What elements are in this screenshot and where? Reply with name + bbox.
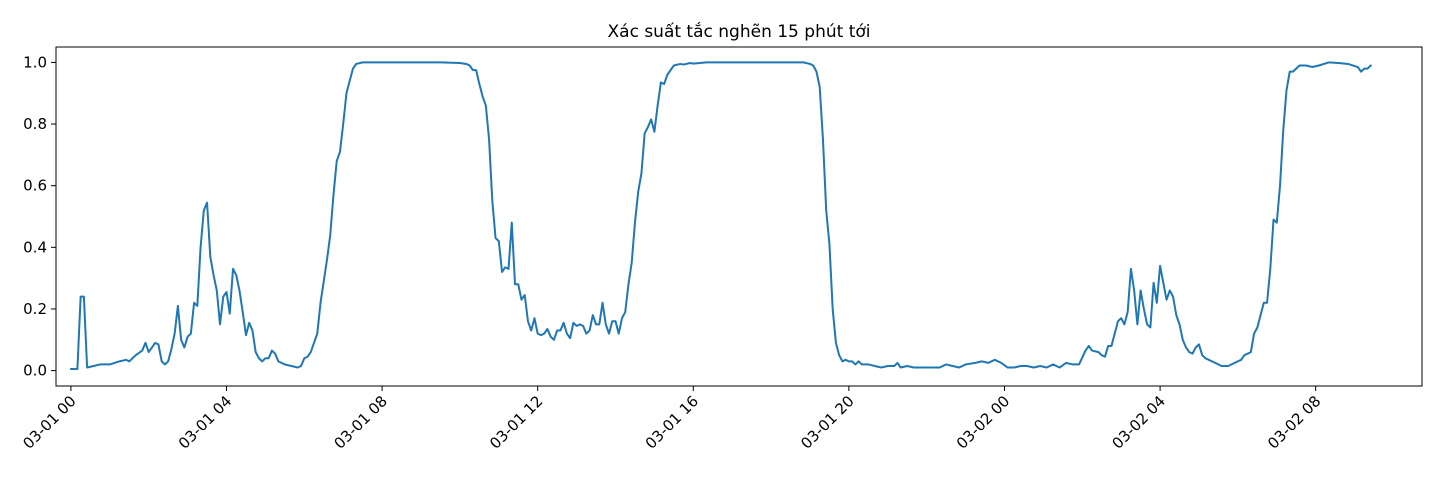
y-axis: 0.0 0.2 0.4 0.6 0.8 1.0 [23,53,56,380]
y-tick-label: 0.8 [23,115,47,133]
chart-title: Xác suất tắc nghẽn 15 phút tới [608,21,871,42]
y-tick-label: 1.0 [23,53,47,71]
y-tick-label: 0.4 [23,238,47,256]
series-layer [69,61,1372,371]
y-tick-label: 0.6 [23,177,47,195]
plot-frame [55,46,1423,387]
y-tick-label: 0.2 [23,300,47,318]
series-line-0 [69,61,1372,371]
y-tick-label: 0.0 [23,362,47,380]
